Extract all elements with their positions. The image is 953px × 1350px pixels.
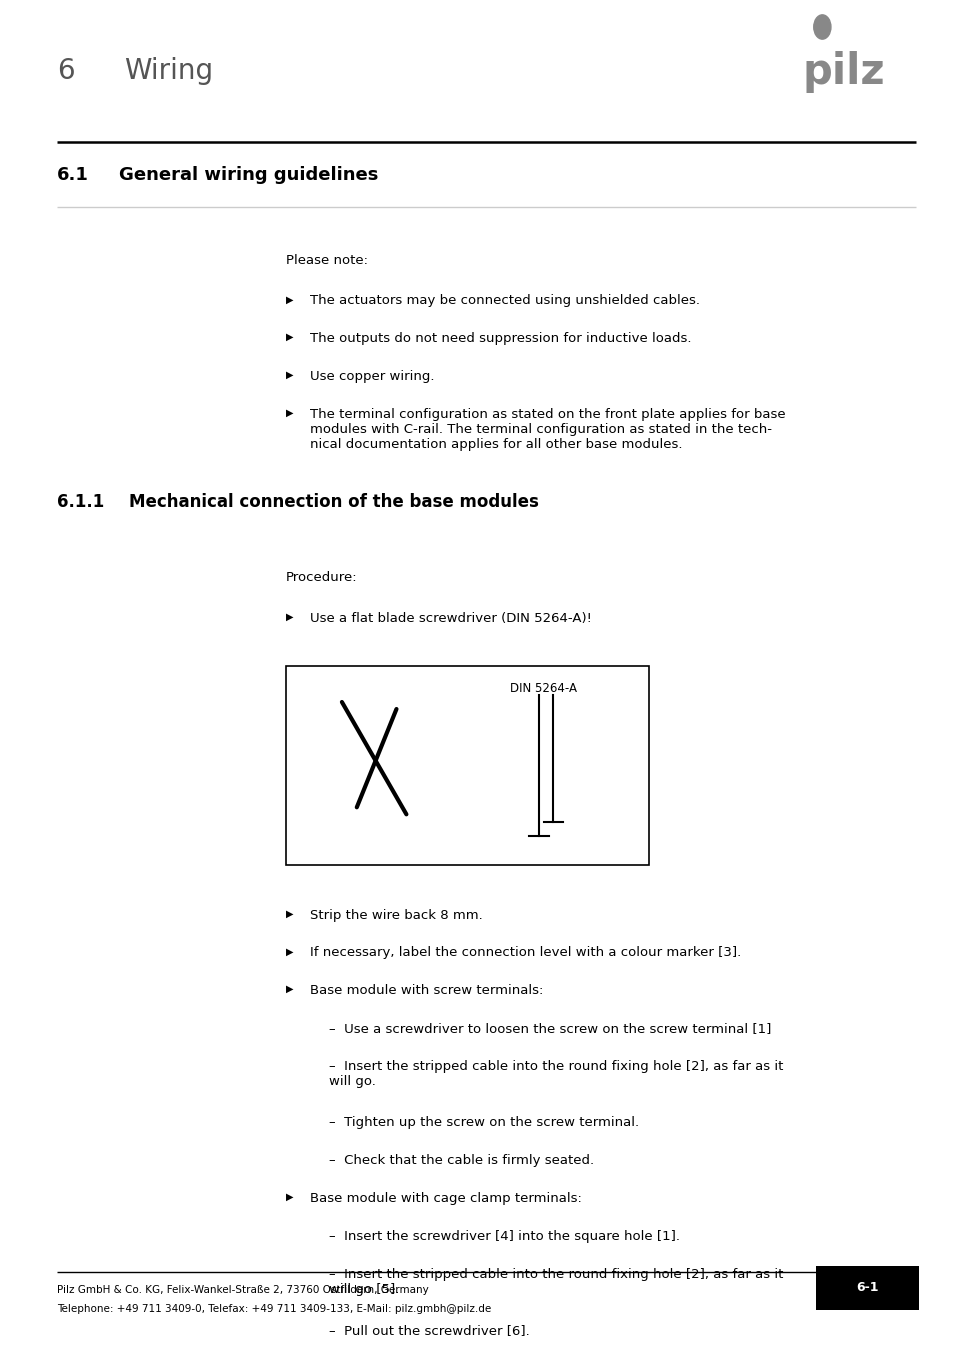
- Text: The outputs do not need suppression for inductive loads.: The outputs do not need suppression for …: [310, 332, 691, 346]
- Text: Base module with screw terminals:: Base module with screw terminals:: [310, 984, 543, 998]
- Text: DIN 5264-A: DIN 5264-A: [510, 682, 577, 695]
- Text: ▶: ▶: [286, 408, 294, 417]
- Text: –  Tighten up the screw on the screw terminal.: – Tighten up the screw on the screw term…: [329, 1116, 639, 1130]
- Text: ▶: ▶: [286, 612, 294, 621]
- Text: Telephone: +49 711 3409-0, Telefax: +49 711 3409-133, E-Mail: pilz.gmbh@pilz.de: Telephone: +49 711 3409-0, Telefax: +49 …: [57, 1304, 491, 1314]
- Text: 6.1: 6.1: [57, 166, 89, 184]
- Circle shape: [813, 15, 830, 39]
- FancyBboxPatch shape: [815, 1266, 918, 1310]
- Text: –  Insert the stripped cable into the round fixing hole [2], as far as it
will g: – Insert the stripped cable into the rou…: [329, 1060, 782, 1088]
- Text: Mechanical connection of the base modules: Mechanical connection of the base module…: [129, 493, 538, 510]
- Text: –  Check that the cable is firmly seated.: – Check that the cable is firmly seated.: [329, 1154, 594, 1168]
- Text: General wiring guidelines: General wiring guidelines: [119, 166, 378, 184]
- Text: –  Pull out the screwdriver [6].: – Pull out the screwdriver [6].: [329, 1324, 529, 1338]
- Text: ▶: ▶: [286, 1192, 294, 1202]
- Text: ▶: ▶: [286, 332, 294, 342]
- Text: –  Insert the stripped cable into the round fixing hole [2], as far as it
will g: – Insert the stripped cable into the rou…: [329, 1268, 782, 1296]
- Text: Strip the wire back 8 mm.: Strip the wire back 8 mm.: [310, 909, 482, 922]
- Text: The terminal configuration as stated on the front plate applies for base
modules: The terminal configuration as stated on …: [310, 408, 785, 451]
- Text: If necessary, label the connection level with a colour marker [3].: If necessary, label the connection level…: [310, 946, 740, 960]
- FancyBboxPatch shape: [286, 666, 648, 865]
- Text: pilz: pilz: [802, 51, 884, 93]
- Text: 6.1.1: 6.1.1: [57, 493, 105, 510]
- Text: 6: 6: [57, 57, 74, 85]
- Text: 6-1: 6-1: [855, 1281, 878, 1295]
- Text: Use a flat blade screwdriver (DIN 5264-A)!: Use a flat blade screwdriver (DIN 5264-A…: [310, 612, 591, 625]
- Text: ▶: ▶: [286, 984, 294, 994]
- Text: ▶: ▶: [286, 946, 294, 956]
- Text: Pilz GmbH & Co. KG, Felix-Wankel-Straße 2, 73760 Ostfildern, Germany: Pilz GmbH & Co. KG, Felix-Wankel-Straße …: [57, 1285, 429, 1295]
- Text: Please note:: Please note:: [286, 254, 368, 267]
- Text: ▶: ▶: [286, 370, 294, 379]
- Text: ▶: ▶: [286, 294, 294, 304]
- Text: Use copper wiring.: Use copper wiring.: [310, 370, 435, 383]
- Text: Base module with cage clamp terminals:: Base module with cage clamp terminals:: [310, 1192, 581, 1206]
- Text: –  Use a screwdriver to loosen the screw on the screw terminal [1]: – Use a screwdriver to loosen the screw …: [329, 1022, 771, 1035]
- Text: ▶: ▶: [286, 909, 294, 918]
- Text: –  Insert the screwdriver [4] into the square hole [1].: – Insert the screwdriver [4] into the sq…: [329, 1230, 679, 1243]
- Text: The actuators may be connected using unshielded cables.: The actuators may be connected using uns…: [310, 294, 700, 308]
- Text: Procedure:: Procedure:: [286, 571, 357, 585]
- Text: Wiring: Wiring: [124, 57, 213, 85]
